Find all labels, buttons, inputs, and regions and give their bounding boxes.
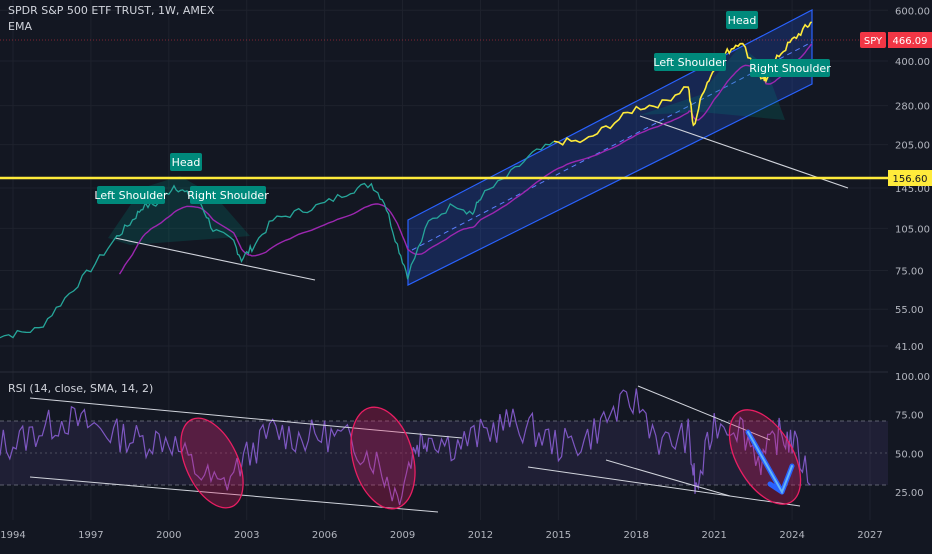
chart-title[interactable]: SPDR S&P 500 ETF TRUST, 1W, AMEX bbox=[8, 4, 215, 17]
rsi-trend-bottom-2 bbox=[527, 466, 801, 507]
time-tick-label: 1994 bbox=[0, 530, 25, 541]
support-price-badge bbox=[888, 170, 932, 186]
left-shoulder-label-2-bg bbox=[654, 53, 726, 71]
price-tick-label: 41.00 bbox=[895, 342, 924, 353]
price-tick-label: 600.00 bbox=[895, 6, 930, 17]
right-shoulder-label-1-bg bbox=[190, 186, 266, 204]
head-label-1-bg bbox=[170, 153, 202, 171]
head-label-1: Head bbox=[172, 156, 201, 169]
head-label-2-bg bbox=[726, 11, 758, 29]
time-tick-label: 2018 bbox=[624, 530, 649, 541]
spy-symbol-text: SPY bbox=[864, 36, 883, 47]
rsi-highlight-2 bbox=[350, 406, 416, 510]
price-axis-ticks: 41.00 55.00 75.00 105.00 145.00 205.00 280.00 4… bbox=[895, 6, 930, 353]
time-tick-label: 2012 bbox=[468, 530, 493, 541]
rsi-indicator-label[interactable]: RSI (14, close, SMA, 14, 2) bbox=[8, 382, 154, 395]
neckline-trend-2 bbox=[639, 115, 849, 189]
right-shoulder-label-2-bg bbox=[750, 59, 830, 77]
rsi-tick-label: 100.00 bbox=[895, 372, 930, 383]
price-tick-label: 400.00 bbox=[895, 57, 930, 68]
head-label-2: Head bbox=[728, 14, 757, 27]
grid-lines bbox=[0, 0, 888, 520]
last-price-badge bbox=[888, 32, 932, 48]
time-axis-ticks: 1994 1997 2000 2003 2006 2009 2012 2015 2018 2021… bbox=[0, 530, 882, 541]
price-tick-label: 105.00 bbox=[895, 224, 930, 235]
time-tick-label: 2021 bbox=[701, 530, 726, 541]
left-shoulder-label-2: Left Shoulder bbox=[653, 56, 727, 69]
time-tick-label: 2003 bbox=[234, 530, 259, 541]
time-tick-label: 2027 bbox=[857, 530, 882, 541]
price-tick-label: 75.00 bbox=[895, 266, 924, 277]
left-shoulder-label-1-bg bbox=[97, 186, 165, 204]
time-tick-label: 2009 bbox=[390, 530, 415, 541]
support-price-text: 156.60 bbox=[893, 174, 928, 185]
last-price-text: 466.09 bbox=[893, 36, 928, 47]
time-tick-label: 2024 bbox=[779, 530, 804, 541]
right-shoulder-label-2: Right Shoulder bbox=[749, 62, 831, 75]
price-tick-label: 280.00 bbox=[895, 102, 930, 113]
time-tick-label: 1997 bbox=[78, 530, 103, 541]
rsi-trend-bottom-1 bbox=[29, 476, 439, 513]
price-tick-label: 55.00 bbox=[895, 305, 924, 316]
channel-midline bbox=[411, 41, 813, 251]
ema-line bbox=[118, 43, 813, 275]
left-shoulder-label-1: Left Shoulder bbox=[94, 189, 168, 202]
price-tick-label: 205.00 bbox=[895, 141, 930, 152]
right-shoulder-label-1: Right Shoulder bbox=[187, 189, 269, 202]
rsi-line bbox=[0, 388, 811, 506]
rsi-down-arrow-highlight-icon bbox=[747, 431, 793, 495]
ema-indicator-label[interactable]: EMA bbox=[8, 20, 32, 33]
rsi-tick-label: 25.00 bbox=[895, 488, 924, 499]
price-line bbox=[0, 140, 555, 339]
rising-channel bbox=[407, 9, 813, 286]
time-tick-label: 2000 bbox=[156, 530, 181, 541]
rsi-tick-label: 75.00 bbox=[895, 411, 924, 422]
price-axis[interactable] bbox=[888, 0, 932, 550]
spy-symbol-badge bbox=[860, 32, 886, 48]
neckline-trend-1 bbox=[114, 237, 316, 281]
time-tick-label: 2006 bbox=[312, 530, 337, 541]
rsi-trend-top-1 bbox=[29, 397, 463, 439]
rsi-axis-ticks: 25.00 50.00 75.00 100.00 bbox=[895, 372, 930, 499]
hs-pattern-fill-2 bbox=[640, 46, 785, 120]
rsi-tick-label: 50.00 bbox=[895, 449, 924, 460]
time-tick-label: 2015 bbox=[546, 530, 571, 541]
price-tick-label: 145.00 bbox=[895, 184, 930, 195]
rsi-trend-mid-2 bbox=[605, 459, 731, 497]
rsi-highlight-1 bbox=[180, 417, 244, 509]
